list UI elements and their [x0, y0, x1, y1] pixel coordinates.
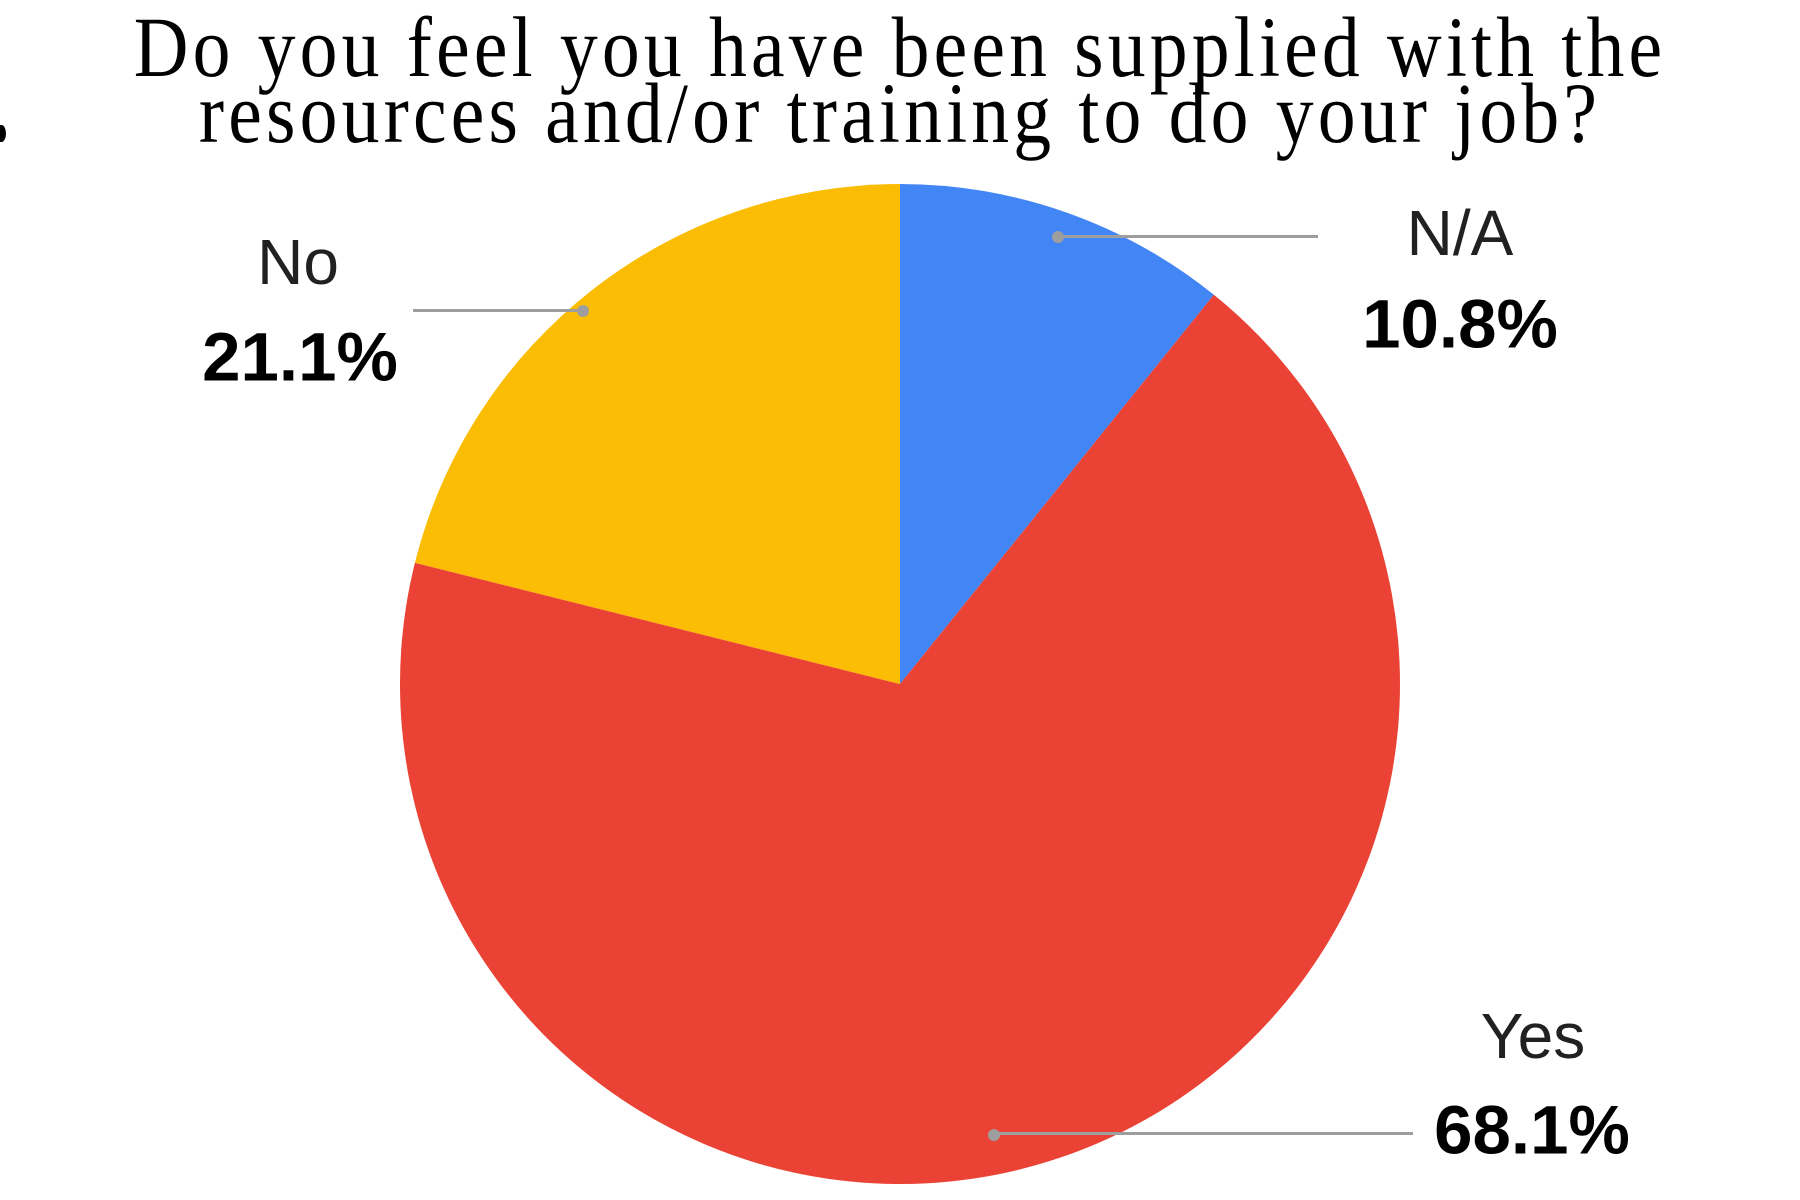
pie-slice-yes: [400, 294, 1400, 1184]
na-leader-line: [1058, 235, 1318, 238]
no-leader-line: [413, 309, 583, 312]
cropped-text-fragment: [0, 125, 6, 142]
slice-label-yes: Yes: [1480, 1000, 1586, 1072]
pie-slice-n-a: [900, 184, 1214, 684]
yes-leader-line: [994, 1132, 1413, 1135]
slice-percent-yes: 68.1%: [1434, 1091, 1630, 1169]
title-line-2: resources and/or training to do your job…: [198, 65, 1602, 161]
na-leader-dot: [1052, 231, 1064, 243]
yes-leader-dot: [988, 1129, 1000, 1141]
pie-chart: [400, 184, 1400, 1184]
no-leader-dot: [577, 305, 589, 317]
pie-chart-svg: [400, 184, 1400, 1184]
page-title: Do you feel you have been supplied with …: [0, 0, 1800, 161]
title-line-1: Do you feel you have been supplied with …: [133, 0, 1667, 95]
slice-percent-no: 21.1%: [202, 318, 398, 396]
slice-label-na: N/A: [1406, 197, 1514, 269]
pie-slice-no: [414, 184, 900, 684]
slice-percent-na: 10.8%: [1362, 285, 1558, 363]
slice-label-no: No: [257, 226, 339, 298]
